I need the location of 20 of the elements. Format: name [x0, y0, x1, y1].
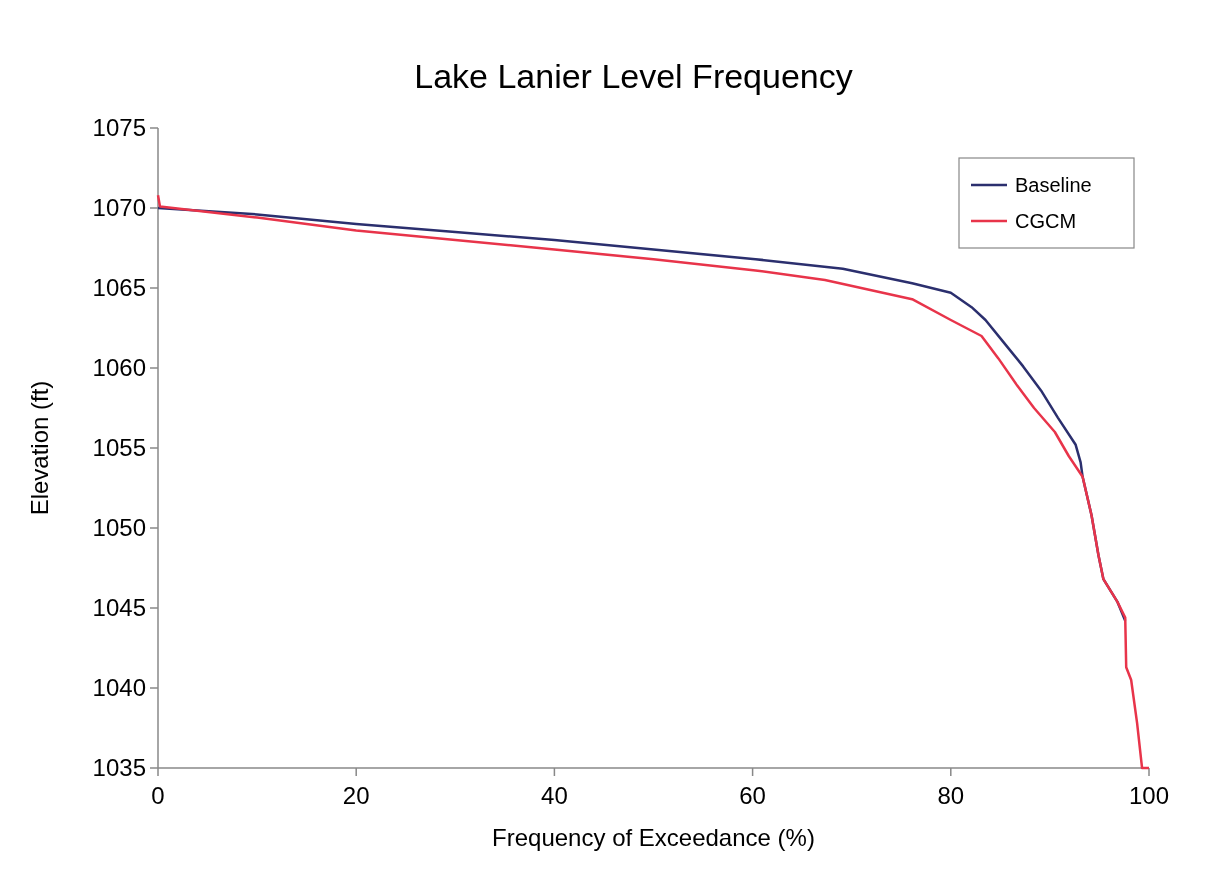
legend-label: Baseline	[1015, 174, 1092, 196]
y-axis-title: Elevation (ft)	[26, 380, 53, 516]
y-tick-label: 1050	[92, 514, 146, 542]
chart-title: Lake Lanier Level Frequency	[414, 57, 853, 95]
y-tick-label: 1070	[92, 194, 146, 222]
y-tick-label: 1045	[92, 594, 146, 622]
y-tick-label: 1075	[92, 114, 146, 142]
y-tick-label: 1035	[92, 754, 146, 782]
x-axis-title: Frequency of Exceedance (%)	[492, 824, 815, 851]
x-tick-label: 100	[1128, 782, 1170, 809]
y-tick-label: 1040	[92, 674, 146, 702]
x-tick-label: 80	[937, 782, 965, 809]
x-tick-label: 60	[739, 782, 766, 809]
legend-label: CGCM	[1015, 210, 1077, 232]
y-tick-label: 1060	[92, 354, 146, 382]
x-tick-label: 40	[541, 782, 568, 809]
y-tick-label: 1065	[92, 274, 146, 302]
x-tick-label: 20	[342, 782, 370, 809]
x-tick-label: 0	[151, 782, 165, 809]
y-tick-label: 1055	[92, 434, 146, 462]
